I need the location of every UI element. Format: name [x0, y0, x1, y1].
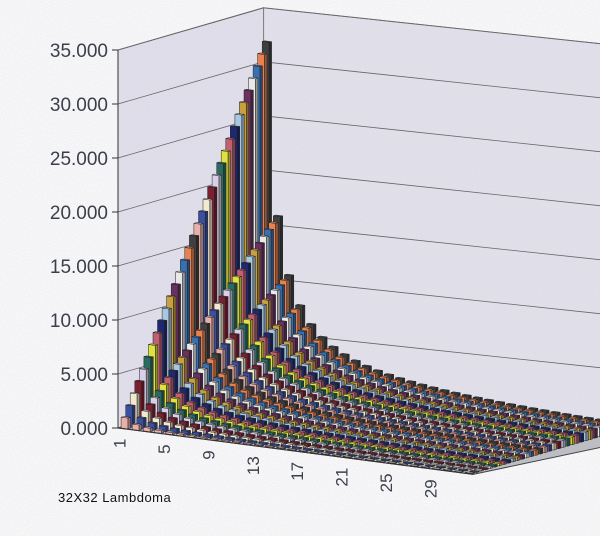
bar-r4-c31 — [467, 465, 478, 469]
bar-r1-c7 — [187, 434, 198, 438]
x-tick-label: 17 — [288, 462, 307, 481]
bar-r4-c26 — [412, 457, 422, 462]
x-tick-label: 5 — [155, 444, 174, 453]
gridline-35 — [117, 7, 600, 51]
x-tick-label: 13 — [244, 456, 263, 475]
y-tick-label: 30.000 — [50, 95, 108, 116]
bar-r2-c30 — [447, 467, 458, 471]
bar-r1-c21 — [342, 455, 353, 459]
bar-r4-c22 — [367, 451, 378, 456]
bar-r2-c18 — [314, 449, 325, 453]
bar-r2-c21 — [347, 453, 358, 457]
y-tick-label: 5.000 — [60, 365, 108, 386]
bar-r2-c29 — [436, 465, 447, 469]
bar-r1-c10 — [220, 439, 231, 443]
y-tick-label: 25.000 — [50, 149, 108, 170]
chart-bars — [117, 40, 600, 475]
bar-r3-c26 — [407, 459, 418, 463]
bar-r1-c11 — [231, 440, 242, 444]
bar-r3-c25 — [396, 457, 407, 462]
y-tick-label: 15.000 — [50, 257, 108, 278]
bar-r1-c3 — [143, 426, 153, 433]
bar-r2-c19 — [325, 450, 336, 455]
bar-r2-c11 — [236, 438, 247, 443]
bar-r2-c31 — [458, 468, 469, 472]
chart-caption: 32X32 Lambdoma — [58, 490, 172, 505]
x-axis: 1 5 9 13 17 21 25 29 — [111, 427, 474, 498]
x-tick-label: 29 — [421, 479, 440, 498]
bar-r2-c23 — [369, 456, 380, 460]
bar-r2-c22 — [358, 455, 369, 459]
bar-r2-c13 — [258, 441, 269, 446]
bar-r1-c2 — [131, 423, 142, 431]
bar-r5-c30 — [460, 462, 471, 467]
bar-r1-c25 — [387, 461, 398, 465]
bar-r1-c13 — [254, 443, 264, 447]
bar-r3-c27 — [418, 460, 429, 465]
bar-r3-c23 — [374, 454, 385, 459]
bar-r2-c20 — [336, 452, 347, 456]
bar-r2-c14 — [269, 443, 280, 447]
bar-r2-c6 — [180, 429, 191, 436]
bar-r3-c22 — [363, 453, 373, 458]
bar-r1-c17 — [298, 449, 309, 453]
bar-r2-c4 — [158, 424, 169, 433]
y-tick-label: 10.000 — [50, 311, 108, 332]
bar-r3-c30 — [451, 465, 462, 469]
bar-r2-c26 — [402, 461, 413, 465]
bar-r5-c32 — [483, 465, 494, 469]
bar-r2-c28 — [425, 464, 436, 468]
bar-r2-c27 — [414, 462, 424, 466]
y-tick-label: 35.000 — [50, 41, 108, 62]
bar-r1-c4 — [154, 428, 165, 434]
bar-r1-c20 — [331, 454, 342, 457]
bar-r4-c29 — [445, 462, 456, 466]
y-tick-label: 20.000 — [50, 203, 108, 224]
x-tick-label: 1 — [111, 439, 130, 448]
bar-r2-c17 — [303, 447, 313, 452]
bar-r1-c18 — [309, 451, 320, 454]
bar-r2-c24 — [380, 458, 391, 462]
bar-r4-c30 — [456, 463, 467, 468]
bar-r1-c9 — [209, 437, 220, 441]
y-tick-label: 0.000 — [60, 419, 108, 440]
x-tick-label: 25 — [377, 473, 396, 492]
bar-r3-c18 — [318, 447, 329, 452]
bar-r3-c32 — [474, 468, 484, 472]
bar-r6-c20 — [354, 444, 365, 451]
bar-r1-c1 — [120, 416, 131, 430]
y-axis: 0.000 5.000 10.000 15.000 20.000 25.000 30.000… — [50, 41, 119, 440]
bar-r1-c28 — [420, 465, 431, 469]
bar-r2-c32 — [469, 470, 480, 473]
bar-r2-c9 — [214, 434, 225, 440]
bar-r1-c14 — [265, 445, 276, 449]
x-tick-label: 21 — [333, 468, 352, 487]
bar-r2-c25 — [391, 459, 402, 463]
x-axis-line — [117, 427, 474, 475]
x-tick-label: 9 — [199, 450, 218, 459]
